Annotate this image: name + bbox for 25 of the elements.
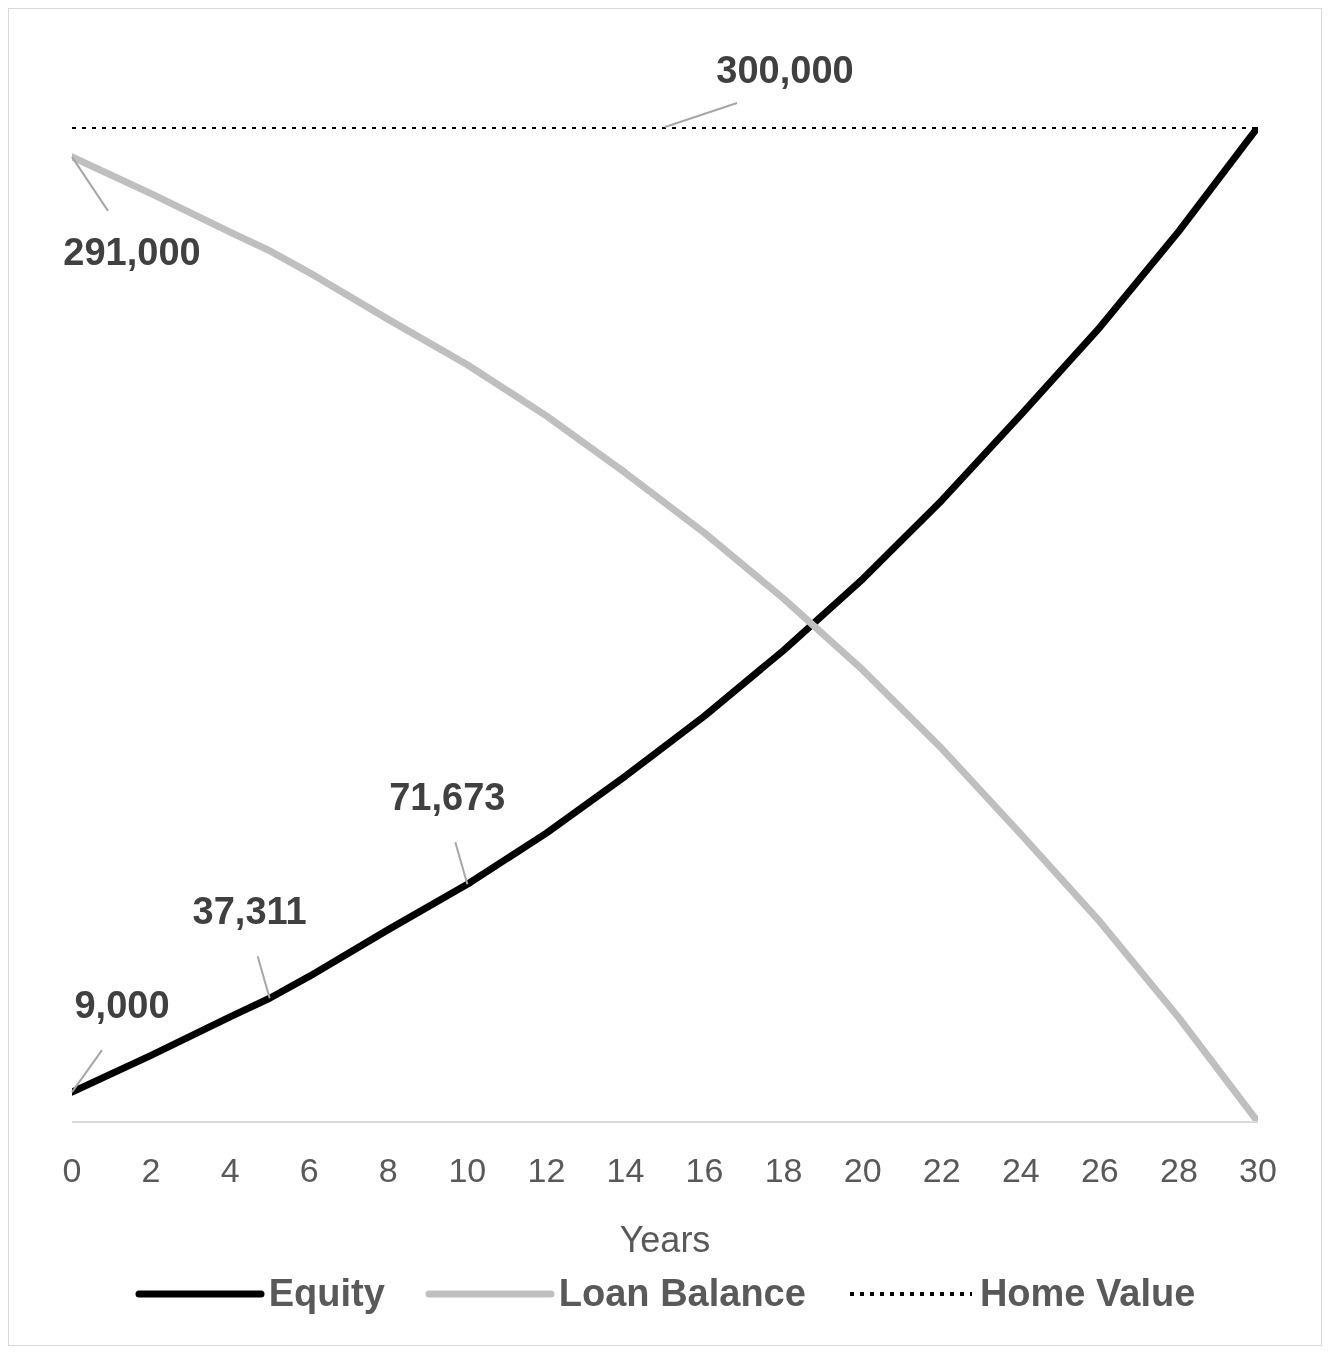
legend-label: Home Value [978,1272,1196,1315]
x-tick-label: 22 [922,1151,961,1190]
data-label: 291,000 [63,230,201,273]
x-tick-label: 8 [378,1151,398,1190]
data-label: 37,311 [192,890,307,933]
legend-label: Loan Balance [557,1272,806,1315]
x-axis-title: Years [619,1219,711,1260]
x-tick-label: 30 [1239,1151,1277,1190]
x-tick-label: 28 [1160,1151,1198,1190]
x-tick-label: 6 [299,1151,319,1190]
x-tick-label: 2 [141,1151,161,1190]
data-label: 300,000 [716,49,854,91]
legend-label: Equity [267,1272,385,1315]
data-label: 71,673 [389,776,506,819]
x-tick-label: 0 [62,1151,82,1190]
data-label: 9,000 [74,984,170,1027]
x-tick-label: 10 [448,1151,487,1190]
x-tick-label: 16 [685,1151,724,1190]
x-tick-label: 12 [527,1151,566,1190]
x-tick-label: 26 [1080,1151,1119,1190]
x-tick-label: 4 [220,1151,240,1190]
x-tick-label: 18 [764,1151,803,1190]
x-tick-label: 24 [1001,1151,1040,1190]
x-tick-label: 14 [606,1151,645,1190]
x-tick-label: 20 [843,1151,882,1190]
